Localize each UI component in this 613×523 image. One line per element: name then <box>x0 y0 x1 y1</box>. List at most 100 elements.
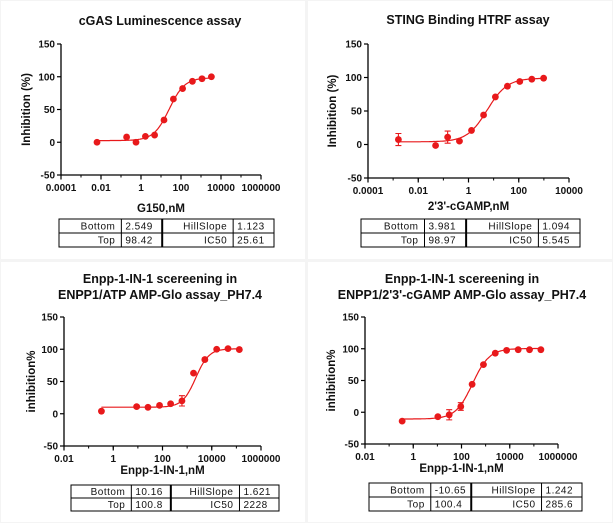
data-point <box>144 403 152 411</box>
data-point <box>170 95 177 103</box>
y-tick-label: 50 <box>47 377 59 388</box>
y-tick-label: 0 <box>353 408 359 419</box>
panel-background <box>308 1 612 259</box>
table-cell: Bottom <box>390 486 425 497</box>
y-tick-label: 150 <box>345 40 362 51</box>
table-cell: IC50 <box>512 500 535 511</box>
x-tick-label: 0.01 <box>355 452 375 463</box>
chart-panel-2: STING Binding HTRF assay -50 0 50 100 150 0.00… <box>308 1 612 259</box>
y-tick-label: -50 <box>44 442 59 453</box>
data-point <box>491 349 499 357</box>
table-cell: HillSlope <box>190 487 234 498</box>
y-tick-label: 0 <box>356 140 362 151</box>
data-point <box>98 407 105 415</box>
y-tick-label: 50 <box>348 376 360 387</box>
data-point <box>142 132 149 140</box>
x-tick-label: 10000 <box>207 183 235 194</box>
data-point <box>151 131 159 139</box>
x-tick-label: 1 <box>410 452 416 463</box>
table-cell: Bottom <box>81 222 116 233</box>
chart-title: ENPP1/ATP AMP-Glo assay_PH7.4 <box>58 288 262 302</box>
data-point <box>395 136 402 143</box>
data-point <box>480 361 487 369</box>
table-cell: Bottom <box>384 222 419 233</box>
x-tick-label: 1 <box>110 454 116 465</box>
data-point <box>179 85 187 92</box>
x-axis-label: Enpp-1-IN-1,nM <box>120 465 204 477</box>
chart-title: Enpp-1-IN-1 scereening in <box>385 272 539 286</box>
x-tick-label: 1 <box>138 183 144 194</box>
table-cell: 3.981 <box>429 222 457 233</box>
data-point <box>398 417 406 425</box>
data-point <box>133 403 141 411</box>
data-point <box>503 346 511 354</box>
table-cell: 1.123 <box>237 222 265 233</box>
table-cell: 1.621 <box>243 487 271 498</box>
y-tick-label: 50 <box>351 107 363 118</box>
data-point <box>208 73 215 81</box>
y-tick-label: 100 <box>342 344 359 355</box>
y-tick-label: 150 <box>38 40 55 51</box>
table-cell: Top <box>401 236 419 247</box>
chart-title: cGAS Luminescence assay <box>79 14 242 28</box>
x-tick-label: 100 <box>510 186 527 197</box>
y-tick-label: -50 <box>345 440 360 451</box>
table-cell: 98.42 <box>125 236 153 247</box>
table-cell: 1.094 <box>542 222 570 233</box>
data-point <box>528 75 536 83</box>
x-tick-label: 10000 <box>198 454 226 465</box>
y-tick-label: -50 <box>348 174 363 185</box>
data-point <box>178 397 186 405</box>
data-point <box>537 346 545 354</box>
x-tick-label: 0.01 <box>91 183 111 194</box>
chart-title: Enpp-1-IN-1 scereening in <box>83 272 237 286</box>
chart-title: STING Binding HTRF assay <box>386 13 549 27</box>
y-tick-label: 100 <box>38 72 55 83</box>
x-tick-label: 1000000 <box>242 183 281 194</box>
data-point <box>468 127 475 134</box>
data-point <box>167 400 175 408</box>
y-tick-label: 150 <box>41 313 58 324</box>
data-point <box>480 111 487 119</box>
y-axis-label: inhibition% <box>326 350 338 412</box>
panel-background <box>308 262 612 522</box>
x-tick-label: 100 <box>173 183 190 194</box>
data-point <box>235 346 243 353</box>
x-axis-label: G150,nM <box>137 203 185 215</box>
data-point <box>132 138 140 146</box>
table-cell: Bottom <box>91 487 126 498</box>
data-point <box>514 346 522 354</box>
chart-title: ENPP1/2'3'-cGAMP AMP-Glo assay_PH7.4 <box>338 288 586 302</box>
table-cell: 100.4 <box>435 500 463 511</box>
table-cell: Top <box>407 500 425 511</box>
x-tick-label: 100 <box>453 452 470 463</box>
data-point <box>444 133 452 141</box>
x-tick-label: 0.01 <box>409 186 429 197</box>
panel-background <box>1 262 305 522</box>
data-point <box>93 138 101 146</box>
y-tick-label: 0 <box>49 138 55 149</box>
data-point <box>190 369 197 377</box>
table-cell: IC50 <box>509 236 532 247</box>
x-tick-label: 0.0001 <box>46 183 77 194</box>
table-cell: IC50 <box>210 500 233 511</box>
data-point <box>445 411 453 419</box>
data-point <box>540 74 548 82</box>
table-cell: 2228 <box>243 500 267 511</box>
data-point <box>156 401 163 409</box>
data-point <box>491 93 499 101</box>
x-tick-label: 1000000 <box>242 454 281 465</box>
table-cell: 98.97 <box>429 236 457 247</box>
x-tick-label: 1000000 <box>539 452 578 463</box>
x-tick-label: 1 <box>466 186 472 197</box>
table-cell: HillSlope <box>492 486 536 497</box>
table-cell: IC50 <box>204 236 227 247</box>
panel-background <box>1 1 305 259</box>
data-point <box>457 403 465 410</box>
y-tick-label: 150 <box>342 313 359 324</box>
table-cell: 285.6 <box>546 500 574 511</box>
data-point <box>516 78 524 85</box>
x-axis-label: Enpp-1-IN-1,nM <box>419 463 503 475</box>
